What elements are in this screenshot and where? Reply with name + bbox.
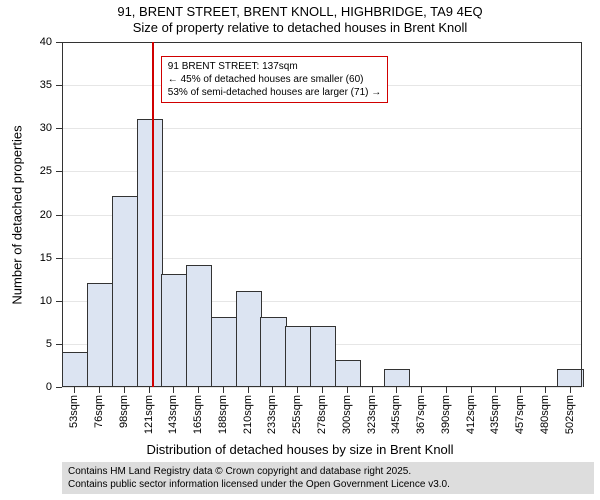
y-tick: [56, 387, 62, 388]
bar: [186, 265, 212, 387]
y-tick-label: 40: [40, 36, 52, 48]
x-tick-label: 390sqm: [440, 395, 452, 434]
x-tick: [446, 387, 447, 393]
x-tick-label: 345sqm: [390, 395, 402, 434]
x-tick-label: 323sqm: [366, 395, 378, 434]
x-tick: [347, 387, 348, 393]
chart-subtitle: Size of property relative to detached ho…: [0, 20, 600, 35]
x-tick: [223, 387, 224, 393]
bar: [62, 352, 88, 388]
bar: [112, 196, 138, 387]
bar: [285, 326, 311, 387]
x-tick: [149, 387, 150, 393]
plot-area: 051015202530354053sqm76sqm98sqm121sqm143…: [62, 42, 582, 387]
bar: [87, 283, 113, 388]
annotation-line: 91 BRENT STREET: 137sqm: [168, 61, 298, 72]
bar: [384, 369, 410, 387]
x-tick-label: 502sqm: [564, 395, 576, 434]
x-tick: [471, 387, 472, 393]
x-tick-label: 412sqm: [465, 395, 477, 434]
x-tick-label: 435sqm: [489, 395, 501, 434]
y-tick-label: 35: [40, 79, 52, 91]
x-tick: [99, 387, 100, 393]
x-axis: [62, 386, 582, 387]
annotation-line: 53% of semi-detached houses are larger (…: [168, 87, 381, 98]
x-tick: [372, 387, 373, 393]
annotation-line: ← 45% of detached houses are smaller (60…: [168, 74, 364, 85]
x-tick-label: 76sqm: [93, 395, 105, 428]
x-tick-label: 300sqm: [341, 395, 353, 434]
x-tick-label: 121sqm: [143, 395, 155, 434]
y-tick-label: 10: [40, 295, 52, 307]
bar: [260, 317, 286, 387]
x-axis-label: Distribution of detached houses by size …: [0, 442, 600, 457]
x-tick-label: 233sqm: [266, 395, 278, 434]
bar: [310, 326, 336, 387]
chart-title: 91, BRENT STREET, BRENT KNOLL, HIGHBRIDG…: [0, 4, 600, 19]
x-tick-label: 98sqm: [118, 395, 130, 428]
y-tick-label: 5: [46, 338, 52, 350]
chart-root: 91, BRENT STREET, BRENT KNOLL, HIGHBRIDG…: [0, 0, 600, 500]
y-axis-label: Number of detached properties: [10, 125, 25, 304]
reference-line: [152, 42, 154, 387]
x-tick-label: 143sqm: [167, 395, 179, 434]
bar: [557, 369, 583, 387]
x-tick-label: 53sqm: [68, 395, 80, 428]
y-tick-label: 15: [40, 252, 52, 264]
x-tick: [520, 387, 521, 393]
x-tick: [322, 387, 323, 393]
x-tick: [124, 387, 125, 393]
y-tick-label: 30: [40, 122, 52, 134]
bar: [335, 360, 361, 387]
x-tick-label: 457sqm: [514, 395, 526, 434]
x-tick-label: 165sqm: [192, 395, 204, 434]
x-tick: [272, 387, 273, 393]
x-tick: [396, 387, 397, 393]
x-tick: [74, 387, 75, 393]
footer-line: Contains public sector information licen…: [68, 479, 450, 490]
bar: [137, 119, 163, 387]
x-tick: [297, 387, 298, 393]
y-tick-label: 25: [40, 165, 52, 177]
x-tick: [495, 387, 496, 393]
x-tick: [173, 387, 174, 393]
y-tick-label: 0: [46, 381, 52, 393]
bar: [211, 317, 237, 387]
y-tick-label: 20: [40, 209, 52, 221]
footer-attribution: Contains HM Land Registry data © Crown c…: [62, 462, 594, 494]
x-tick: [545, 387, 546, 393]
x-tick-label: 278sqm: [316, 395, 328, 434]
x-tick: [248, 387, 249, 393]
x-tick: [570, 387, 571, 393]
x-tick-label: 367sqm: [415, 395, 427, 434]
x-tick: [421, 387, 422, 393]
y-axis: [62, 42, 63, 387]
bar: [236, 291, 262, 387]
x-tick-label: 188sqm: [217, 395, 229, 434]
x-tick-label: 210sqm: [242, 395, 254, 434]
axis-right: [581, 42, 582, 387]
annotation-box: 91 BRENT STREET: 137sqm ← 45% of detached…: [161, 56, 388, 103]
axis-top: [62, 42, 582, 43]
x-tick-label: 255sqm: [291, 395, 303, 434]
x-tick: [198, 387, 199, 393]
x-tick-label: 480sqm: [539, 395, 551, 434]
footer-line: Contains HM Land Registry data © Crown c…: [68, 466, 411, 477]
bar: [161, 274, 187, 387]
